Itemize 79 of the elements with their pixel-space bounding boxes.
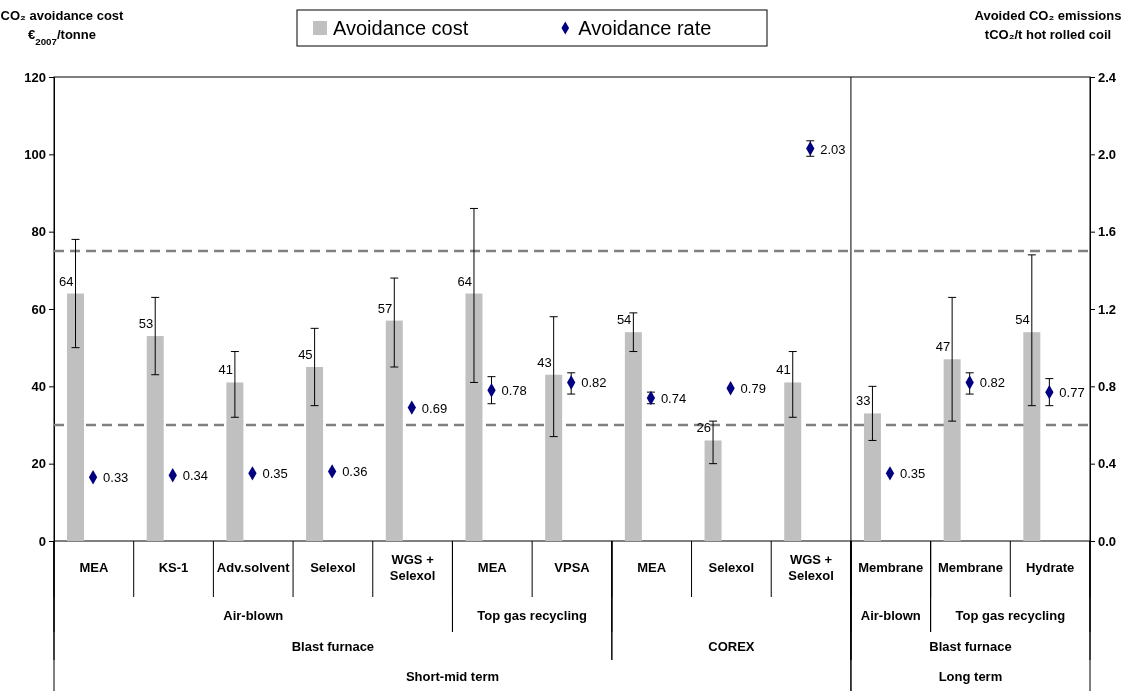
bar xyxy=(704,440,722,541)
bar xyxy=(385,320,403,541)
text: Top gas recycling xyxy=(477,607,587,623)
y-tick-label: 20 xyxy=(31,456,46,472)
data-label: 33 xyxy=(855,393,871,409)
y2-tick-label: 0.8 xyxy=(1098,378,1117,394)
bar xyxy=(226,382,244,541)
data-label: 47 xyxy=(935,339,951,355)
y2-tick-label: 1.2 xyxy=(1098,301,1117,317)
x-tick-label: MEA xyxy=(79,560,109,575)
x-tick-label: Membrane xyxy=(937,560,1003,575)
x-tick-label: Hydrate xyxy=(1025,560,1075,575)
bar xyxy=(465,293,483,541)
bar xyxy=(624,332,642,541)
y-tick-label: 80 xyxy=(31,224,46,240)
data-label: 54 xyxy=(1015,312,1030,328)
data-label: 45 xyxy=(298,347,313,362)
text: Air-blown xyxy=(223,607,284,623)
data-label: 0.77 xyxy=(1059,385,1085,401)
text: Long term xyxy=(938,668,1003,684)
text: COREX xyxy=(708,639,755,654)
x-tick-label: MEA xyxy=(477,560,508,575)
y-tick-label: 0 xyxy=(38,533,46,549)
bar xyxy=(306,367,324,541)
y-axis-title: CO₂ avoidance cost €$_{2007}$/tonne xyxy=(0,8,125,47)
data-label: 54 xyxy=(616,312,632,328)
y2-axis-title: Avoided CO₂ emissions tCO₂/t hot rolled coil xyxy=(974,8,1122,42)
data-label: 0.78 xyxy=(501,383,527,399)
y2-tick-label: 1.6 xyxy=(1098,224,1117,240)
y-tick-label: 40 xyxy=(31,378,46,394)
x-tick-label: Selexol xyxy=(708,560,755,575)
y2-tick-label: 0.4 xyxy=(1098,456,1117,472)
data-label: 0.35 xyxy=(262,466,288,482)
bar xyxy=(943,359,961,541)
text: Air-blown xyxy=(860,607,921,623)
data-label: 0.82 xyxy=(979,375,1005,391)
x-tick-label: WGS + Selexol xyxy=(788,552,834,583)
data-label: 0.74 xyxy=(660,390,687,406)
y-tick-label: 60 xyxy=(31,301,46,317)
y-tick-label: 100 xyxy=(24,146,46,162)
data-label: 0.82 xyxy=(581,375,607,391)
data-label: 41 xyxy=(776,362,791,378)
x-tick-label: VPSA xyxy=(554,560,591,575)
data-label: 41 xyxy=(218,362,233,378)
text: Blast furnace xyxy=(929,639,1012,654)
y-tick-label: 120 xyxy=(24,69,46,85)
bar xyxy=(863,413,881,541)
bar xyxy=(67,293,85,541)
data-label: 0.35 xyxy=(899,466,926,482)
x-tick-label: Membrane xyxy=(858,560,924,575)
x-tick-label: MEA xyxy=(637,560,667,575)
data-label: 53 xyxy=(138,316,154,332)
x-tick-label: Selexol xyxy=(310,560,356,575)
legend-label: Avoidance rate xyxy=(578,17,712,39)
y2-tick-label: 2.0 xyxy=(1098,146,1117,162)
legend-label: Avoidance cost xyxy=(333,17,469,39)
data-label: 2.03 xyxy=(820,141,846,157)
y2-tick-label: 0.0 xyxy=(1098,533,1117,549)
bar xyxy=(1023,332,1041,541)
text: Blast furnace xyxy=(291,639,375,654)
x-tick-label: Adv.solvent xyxy=(216,560,291,575)
data-label: 0.79 xyxy=(740,381,766,397)
text: Top gas recycling xyxy=(955,607,1066,623)
data-label: 64 xyxy=(59,273,74,289)
y2-tick-label: 2.4 xyxy=(1098,69,1117,85)
data-label: 0.33 xyxy=(103,470,129,486)
bar xyxy=(146,336,164,541)
x-tick-label: KS-1 xyxy=(158,560,189,575)
data-label: 0.69 xyxy=(421,400,448,416)
data-label: 43 xyxy=(537,354,552,370)
text: Short-mid term xyxy=(405,668,500,684)
bar xyxy=(784,382,802,541)
bar xyxy=(545,374,563,541)
x-tick-label: WGS + Selexol xyxy=(389,552,436,583)
data-label: 64 xyxy=(457,273,472,289)
data-label: 57 xyxy=(377,300,393,316)
data-label: 0.34 xyxy=(182,468,209,484)
data-label: 0.36 xyxy=(342,464,368,480)
data-label: 26 xyxy=(696,420,712,436)
